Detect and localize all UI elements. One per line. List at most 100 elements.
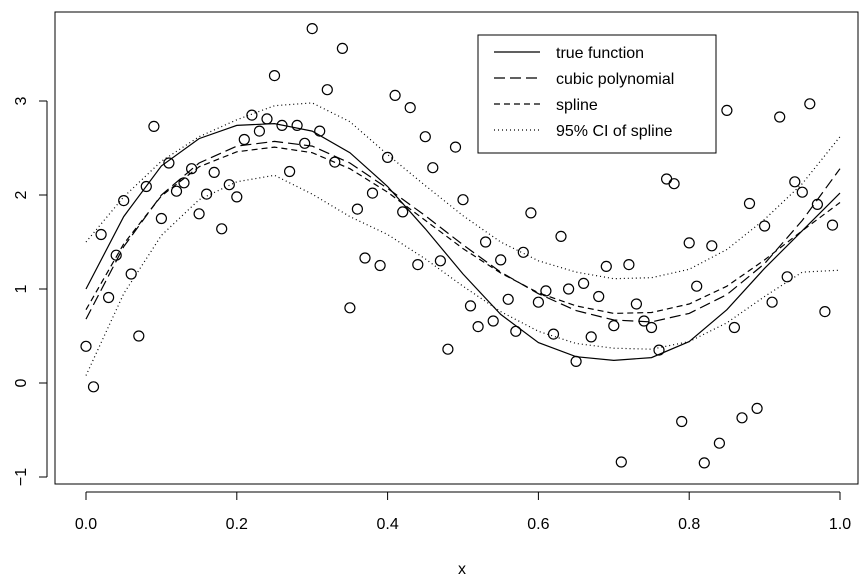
legend-label: spline — [556, 97, 598, 114]
x-tick-label: 0.2 — [226, 516, 248, 533]
data-point — [487, 315, 499, 327]
data-point — [449, 141, 462, 153]
data-point — [261, 113, 273, 125]
data-point — [419, 131, 431, 143]
legend: true function cubic polynomial spline 95% C… — [477, 34, 717, 154]
data-point — [253, 125, 265, 137]
data-point — [819, 306, 831, 318]
y-tick-label: 0 — [13, 378, 30, 387]
y-tick-label: 3 — [13, 96, 30, 105]
data-point — [457, 194, 469, 206]
curve-ci-upper — [85, 102, 841, 280]
data-point — [495, 254, 507, 266]
data-point — [223, 179, 235, 191]
data-point — [706, 240, 718, 252]
data-point — [547, 328, 560, 340]
data-point — [284, 165, 296, 178]
data-point — [125, 268, 137, 280]
data-point — [412, 259, 424, 271]
data-point — [811, 198, 824, 210]
data-point — [555, 230, 567, 242]
data-point — [178, 177, 190, 189]
data-point — [366, 187, 379, 199]
x-tick-label: 1.0 — [829, 516, 851, 533]
data-point — [291, 119, 303, 132]
curve-ci-lower — [85, 174, 841, 376]
data-point — [691, 280, 703, 292]
data-point — [216, 223, 228, 235]
data-point — [593, 290, 605, 303]
data-point — [608, 320, 620, 332]
data-point — [80, 340, 92, 352]
curve-true-function — [85, 122, 841, 362]
data-point — [268, 69, 281, 82]
points-layer — [80, 23, 839, 469]
data-point — [676, 415, 688, 428]
data-point — [246, 109, 258, 121]
x-tick-label: 0.4 — [376, 516, 398, 533]
data-point — [427, 162, 439, 174]
data-point — [638, 315, 650, 327]
plot-box — [54, 11, 859, 485]
data-point — [796, 186, 808, 198]
data-point — [442, 343, 454, 355]
data-point — [404, 101, 416, 114]
x-tick-label: 0.6 — [527, 516, 549, 533]
data-point — [766, 296, 778, 308]
data-point — [698, 457, 710, 469]
data-point — [728, 321, 741, 334]
data-point — [140, 180, 152, 193]
data-point — [562, 283, 575, 295]
y-tick-label: −1 — [13, 468, 30, 486]
legend-label: cubic polynomial — [556, 71, 674, 88]
data-point — [163, 157, 175, 169]
x-tick-label: 0.8 — [678, 516, 700, 533]
data-point — [336, 42, 348, 55]
data-point — [630, 298, 643, 310]
data-point — [668, 178, 680, 190]
legend-label: 95% CI of spline — [556, 123, 673, 140]
data-point — [170, 185, 183, 197]
data-point — [570, 355, 582, 367]
curve-cubic-polynomial — [85, 140, 841, 323]
data-point — [208, 166, 220, 178]
legend-box — [477, 34, 717, 154]
data-point — [502, 293, 514, 305]
data-point — [276, 119, 288, 132]
curve-spline — [85, 146, 841, 315]
data-point — [95, 228, 107, 241]
data-point — [600, 260, 612, 272]
legend-label: true function — [556, 45, 644, 62]
data-point — [133, 330, 145, 342]
data-point — [238, 133, 250, 146]
data-point — [314, 125, 326, 137]
data-point — [653, 344, 665, 356]
data-point — [758, 220, 771, 232]
data-point — [683, 237, 695, 249]
data-point — [397, 206, 409, 218]
data-point — [186, 163, 198, 175]
data-point — [329, 156, 341, 168]
data-point — [826, 219, 839, 231]
data-point — [517, 246, 529, 258]
data-point — [472, 321, 484, 333]
data-point — [510, 325, 522, 337]
data-point — [110, 249, 122, 261]
data-point — [359, 252, 371, 264]
data-point — [382, 151, 394, 163]
data-point — [434, 255, 446, 267]
data-point — [193, 208, 205, 220]
data-point — [623, 259, 635, 271]
data-point — [736, 412, 748, 424]
data-point — [374, 259, 386, 272]
data-point — [464, 300, 477, 312]
data-point — [743, 197, 756, 210]
data-point — [299, 137, 311, 149]
data-point — [155, 212, 167, 225]
data-point — [532, 296, 545, 308]
data-point — [87, 381, 100, 393]
data-point — [713, 437, 726, 449]
data-point — [306, 23, 318, 35]
x-axis-label: x — [458, 561, 466, 578]
data-point — [389, 89, 401, 102]
